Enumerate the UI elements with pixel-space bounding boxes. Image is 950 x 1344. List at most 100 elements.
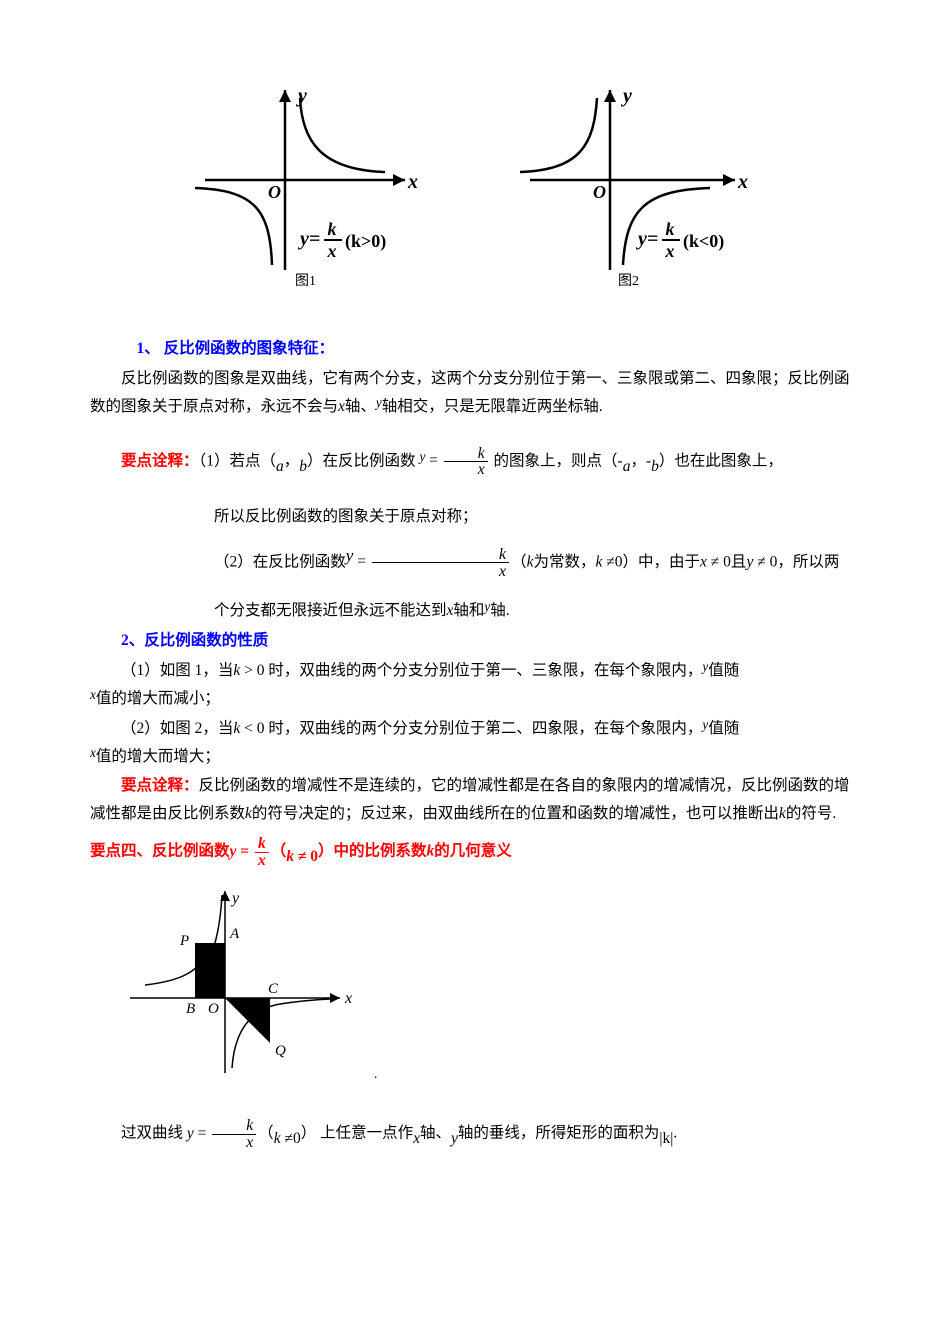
s2p1-y: y <box>702 659 708 674</box>
figures-row: y x O y= k x (k>0) 图1 y x O y= k <box>90 80 860 300</box>
section4-heading: 要点四、反比例函数y = kx（k ≠ 0）中的比例系数k的几何意义 <box>90 836 860 868</box>
fig2-eq-y: y= <box>636 228 658 250</box>
fig1-eq-suffix: (k>0) <box>345 231 386 252</box>
f-y2: y <box>451 1130 458 1147</box>
s4-k: k <box>286 848 294 865</box>
n1r3-x: x <box>700 553 707 570</box>
fig3-P: P <box>179 933 189 949</box>
note1-row1: 要点诠释：（1）若点（a，b）在反比例函数 y = kx 的图象上，则点（-a，… <box>90 446 860 478</box>
s2p1b: > 0 时，双曲线的两个分支分别位于第一、三象限，在每个象限内， <box>240 662 702 679</box>
figure3-wrap: P A B O C Q y x . <box>120 883 860 1088</box>
s4-eq: = <box>236 843 253 860</box>
section2-p1: （1）如图 1，当k > 0 时，双曲线的两个分支分别位于第一、三象限，在每个象… <box>90 657 860 713</box>
n2-k1: k <box>245 805 252 822</box>
s2p1c: 值随 <box>708 662 739 679</box>
note1-row4: 个分支都无限接近但永远不能达到x轴和y轴. <box>90 597 860 625</box>
fb: （ <box>258 1125 274 1142</box>
n1-b2: b <box>651 458 659 475</box>
fig3-B: B <box>186 1001 195 1017</box>
n1r4c: 轴. <box>490 602 509 619</box>
s2p1a: （1）如图 1，当 <box>121 662 233 679</box>
n1r4b: 轴和 <box>453 602 484 619</box>
n1r1b: ， <box>284 452 300 469</box>
figure-3: P A B O C Q y x <box>120 883 370 1078</box>
note2: 要点诠释：反比例函数的增减性不是连续的，它的增减性都是在各自的象限内的增减情况，… <box>90 772 860 828</box>
n1-eq-y: y <box>419 449 425 464</box>
fig3-A: A <box>229 926 240 942</box>
fg: . <box>673 1125 677 1142</box>
note1-row3: （2）在反比例函数y = kx（k为常数，k ≠0）中，由于x ≠ 0且y ≠ … <box>90 546 860 580</box>
n2-k2: k <box>779 805 786 822</box>
s4-den: x <box>255 853 269 869</box>
s2p2c: 值随 <box>708 720 739 737</box>
figure-2: y x O y= k x (k<0) 图2 <box>510 80 770 300</box>
fig2-caption: 图2 <box>618 274 639 289</box>
note1-row2: 所以反比例函数的图象关于原点对称； <box>90 503 860 531</box>
s4b: （ <box>271 843 287 860</box>
s4c: ≠ 0 <box>294 848 318 865</box>
ff: 轴的垂线，所得矩形的面积为 <box>458 1125 660 1142</box>
fig1-origin: O <box>268 182 281 202</box>
n1-eq-num: k <box>444 446 488 463</box>
n1r3g: ，所以两 <box>777 553 839 570</box>
n1r1f: ）也在此图象上， <box>659 452 783 469</box>
s2p1d: 值的增大而减小； <box>96 690 220 707</box>
s2p2-x: x <box>90 745 96 760</box>
s1-y: y <box>376 395 382 410</box>
fig2-frac-den: x <box>665 241 675 261</box>
f-den: x <box>212 1135 256 1151</box>
note1-label: 要点诠释： <box>121 452 199 469</box>
fig1-caption: 图1 <box>295 274 316 289</box>
fig3-Q: Q <box>275 1043 286 1059</box>
n1r3c: 为常数， <box>533 553 595 570</box>
f-eq: = <box>194 1125 211 1142</box>
fd: ） 上任意一点作 <box>301 1125 413 1142</box>
n1r1a: （1）若点（ <box>199 452 277 469</box>
n1r3a: （2）在反比例函数 <box>214 553 346 570</box>
n1-b1: b <box>299 458 307 475</box>
n1r3-den: x <box>372 563 509 579</box>
s1-p1b: 轴、 <box>345 398 376 415</box>
s2p2b: < 0 时，双曲线的两个分支分别位于第二、四象限，在每个象限内， <box>240 720 702 737</box>
document-page: y x O y= k x (k>0) 图1 y x O y= k <box>0 0 950 1212</box>
s2p1-x: x <box>90 687 96 702</box>
s4e: 的几何意义 <box>434 843 512 860</box>
s2p2-y: y <box>702 717 708 732</box>
n1r3-eq: = <box>353 553 370 570</box>
s2p2a: （2）如图 2，当 <box>121 720 233 737</box>
fig3-C: C <box>268 981 279 997</box>
fig1-eq-y: y= <box>298 228 320 250</box>
fig1-frac-den: x <box>327 241 337 261</box>
section2-heading: 2、反比例函数的性质 <box>90 627 860 655</box>
fa: 过双曲线 <box>121 1125 183 1142</box>
n1r3d: ≠0）中，由于 <box>602 553 700 570</box>
fig1-x-label: x <box>407 171 418 193</box>
fig3-x: x <box>344 990 352 1007</box>
section2-p2: （2）如图 2，当k < 0 时，双曲线的两个分支分别位于第二、四象限，在每个象… <box>90 715 860 771</box>
f-x: x <box>413 1130 420 1147</box>
s1-x: x <box>338 398 345 415</box>
n1r3-and: 且 <box>731 553 747 570</box>
fig2-x-label: x <box>737 171 748 193</box>
s4d: ）中的比例系数 <box>318 843 427 860</box>
n1r3-y: y <box>346 546 354 565</box>
n2c: 的符号. <box>786 805 836 822</box>
n1r1d: 的图象上，则点（- <box>494 452 623 469</box>
s4a: 要点四、反比例函数 <box>90 843 230 860</box>
n1r4-y: y <box>484 599 490 614</box>
fig3-O: O <box>208 1001 219 1017</box>
fig1-y-label: y <box>296 85 307 107</box>
fig3-y: y <box>230 890 240 907</box>
s2p2d: 值的增大而增大； <box>96 748 220 765</box>
section1-heading: 1、 反比例函数的图象特征： <box>90 335 860 363</box>
n1r3-num: k <box>372 546 509 563</box>
f-absk: |k| <box>659 1130 673 1147</box>
n1r1e: ，- <box>630 452 651 469</box>
n1-a1: a <box>276 458 284 475</box>
note2-label: 要点诠释： <box>121 777 199 794</box>
n1r3e: ≠ 0 <box>707 553 731 570</box>
n1r3b: （ <box>511 553 527 570</box>
n1r3f: ≠ 0 <box>753 553 777 570</box>
fig2-y-label: y <box>621 85 632 107</box>
n1-eq-den: x <box>444 462 488 478</box>
